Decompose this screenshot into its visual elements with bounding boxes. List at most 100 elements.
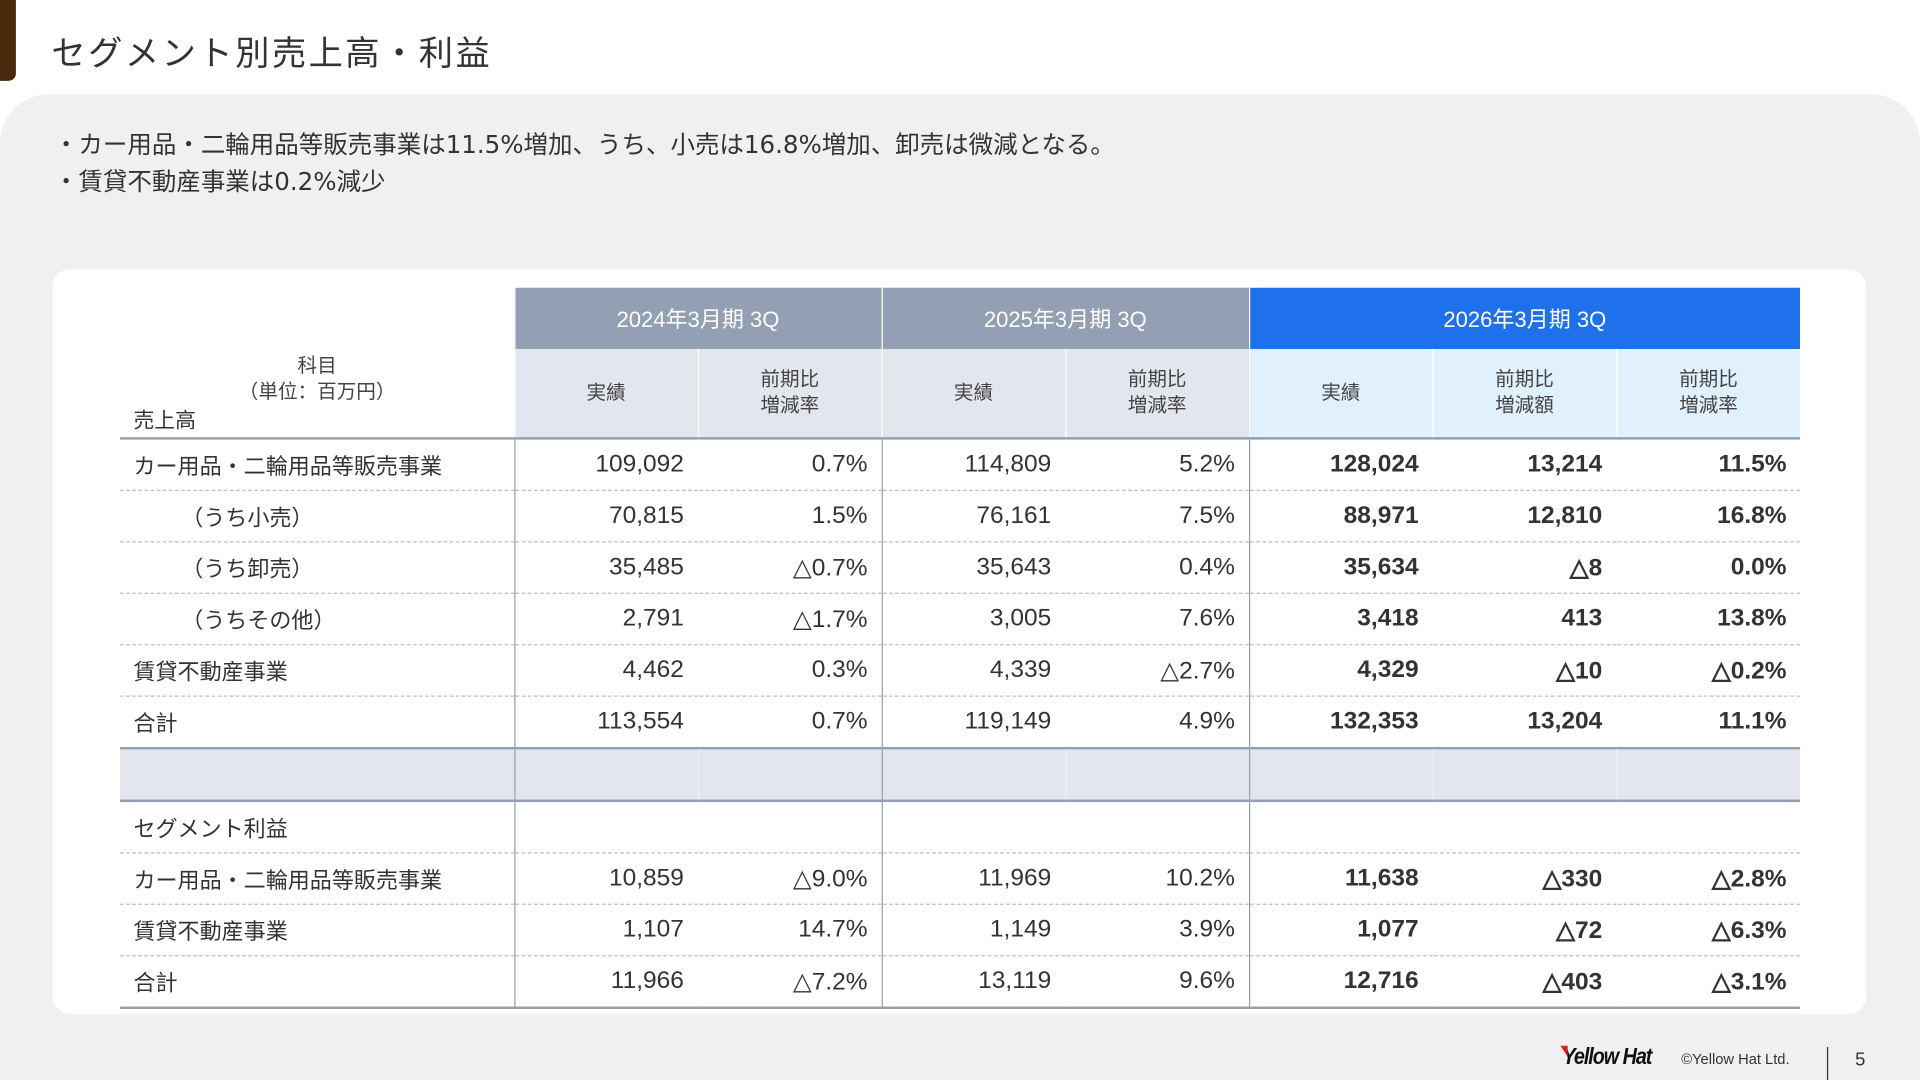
col-header-rate: 前期比 増減率: [1615, 348, 1801, 440]
table-cell: △0.2%: [1615, 644, 1801, 697]
col-header-actual: 実績: [513, 348, 698, 440]
table-row: カー用品・二輪用品等販売事業 109,092 0.7% 114,809 5.2% 128,…: [120, 438, 1801, 492]
footer-divider: [1826, 1046, 1829, 1080]
table-cell: 13,214: [1432, 438, 1617, 492]
row-label: （うちその他）: [120, 593, 515, 646]
table-cell: 11,969: [881, 852, 1066, 905]
empty-cell: [513, 800, 882, 854]
table-cell: 5.2%: [1064, 438, 1249, 492]
table-cell: 35,643: [881, 541, 1066, 594]
table-cell: 14.7%: [697, 904, 882, 957]
row-label: （うち卸売）: [120, 541, 515, 594]
copyright: ©Yellow Hat Ltd.: [1681, 1050, 1790, 1068]
table-cell: 3,005: [881, 593, 1066, 646]
table-cell: △9.0%: [697, 852, 882, 905]
table-cell: △403: [1432, 955, 1617, 1009]
table-cell: 9.6%: [1064, 955, 1249, 1009]
spacer-cell: [120, 748, 515, 803]
col-header-actual: 実績: [881, 348, 1066, 440]
table-cell: 119,149: [881, 696, 1066, 750]
table-cell: 109,092: [513, 438, 698, 492]
spacer-cell: [881, 748, 1066, 803]
table-cell: 88,971: [1248, 490, 1433, 543]
table-cell: △72: [1432, 904, 1617, 957]
col-header-rate: 前期比 増減率: [1064, 348, 1249, 440]
table-cell: 1,149: [881, 904, 1066, 957]
table-row: （うち卸売） 35,485 △0.7% 35,643 0.4% 35,634 △8 0.0%: [120, 541, 1801, 594]
table-cell: △6.3%: [1615, 904, 1801, 957]
spacer-cell: [1248, 748, 1433, 803]
table-cell: 4,462: [513, 644, 698, 697]
period-header: 2025年3月期 3Q: [881, 287, 1249, 349]
table-cell: 16.8%: [1615, 490, 1801, 543]
table-cell: 10.2%: [1064, 852, 1249, 905]
summary-bullets: ・カー用品・二輪用品等販売事業は11.5%増加、うち、小売は16.8%増加、卸売…: [54, 126, 1115, 199]
table-cell: 0.7%: [697, 438, 882, 492]
title-accent-bar: [0, 0, 16, 81]
row-label: カー用品・二輪用品等販売事業: [120, 438, 515, 492]
table-cell: 70,815: [513, 490, 698, 543]
row-label: （うち小売）: [120, 490, 515, 543]
table-cell: 7.6%: [1064, 593, 1249, 646]
table-cell: 0.0%: [1615, 541, 1801, 594]
table-cell: 11,966: [513, 955, 698, 1009]
bullet-item: ・カー用品・二輪用品等販売事業は11.5%増加、うち、小売は16.8%増加、卸売…: [53, 129, 1115, 160]
table-cell: △7.2%: [697, 955, 882, 1009]
page-number: 5: [1855, 1049, 1866, 1071]
spacer-cell: [513, 748, 698, 803]
bullet-item: ・賃貸不動産事業は0.2%減少: [53, 166, 386, 196]
row-label: カー用品・二輪用品等販売事業: [120, 852, 515, 905]
corner-cell: [120, 288, 514, 349]
table-cell: 35,485: [513, 541, 698, 594]
table-cell: 3.9%: [1064, 904, 1249, 957]
empty-cell: [881, 800, 1249, 854]
period-header: 2024年3月期 3Q: [513, 287, 882, 349]
table-row: 合計 113,554 0.7% 119,149 4.9% 132,353 13,204 11.…: [120, 696, 1801, 750]
label-header-unit: （単位：百万円）: [238, 382, 396, 403]
table-cell: △2.8%: [1615, 852, 1801, 905]
table-cell: 413: [1432, 593, 1617, 646]
table-cell: 3,418: [1248, 593, 1433, 646]
label-header-subject: 科目: [297, 356, 337, 378]
table-row: （うちその他） 2,791 △1.7% 3,005 7.6% 3,418 413 13.8%: [120, 593, 1801, 646]
table-cell: 128,024: [1248, 438, 1433, 492]
section-label-sales: 売上高: [133, 408, 196, 433]
table-row: 合計 11,966 △7.2% 13,119 9.6% 12,716 △403 △3.1%: [120, 955, 1801, 1009]
spacer-row: [120, 748, 1801, 803]
table-row: カー用品・二輪用品等販売事業 10,859 △9.0% 11,969 10.2% 11,6…: [120, 852, 1801, 905]
col-header-rate: 前期比 増減率: [697, 348, 882, 440]
row-label: 合計: [120, 696, 515, 750]
row-label: 賃貸不動産事業: [120, 904, 515, 957]
table-row: 賃貸不動産事業 4,462 0.3% 4,339 △2.7% 4,329 △10 △0.2%: [120, 644, 1801, 697]
empty-cell: [1248, 800, 1801, 854]
table-cell: 113,554: [513, 696, 698, 750]
table-cell: 0.4%: [1064, 541, 1249, 594]
spacer-cell: [1064, 748, 1249, 803]
spacer-cell: [1432, 748, 1617, 803]
row-label: 賃貸不動産事業: [120, 644, 515, 697]
table-row: （うち小売） 70,815 1.5% 76,161 7.5% 88,971 12,810 16…: [120, 490, 1801, 543]
period-header-current: 2026年3月期 3Q: [1248, 287, 1801, 349]
table-cell: 1,077: [1248, 904, 1433, 957]
spacer-cell: [1615, 748, 1801, 803]
table-row: 賃貸不動産事業 1,107 14.7% 1,149 3.9% 1,077 △72 △6.3%: [120, 904, 1801, 957]
table-cell: 7.5%: [1064, 490, 1249, 543]
spacer-cell: [697, 748, 882, 803]
section-label-profit: セグメント利益: [120, 800, 515, 854]
table-cell: △8: [1432, 541, 1617, 594]
table-cell: 10,859: [513, 852, 698, 905]
table-cell: △2.7%: [1064, 644, 1249, 697]
yellow-hat-logo: Yellow Hat: [1560, 1044, 1652, 1071]
table-cell: 11,638: [1248, 852, 1433, 905]
table-cell: 12,716: [1248, 955, 1433, 1009]
table-cell: 13.8%: [1615, 593, 1801, 646]
table-cell: 1,107: [513, 904, 698, 957]
table-cell: 0.3%: [697, 644, 882, 697]
table-cell: 13,119: [881, 955, 1066, 1009]
table-cell: 114,809: [881, 438, 1066, 492]
section-row-profit: セグメント利益: [120, 800, 1801, 854]
table-cell: 12,810: [1432, 490, 1617, 543]
table-cell: 11.1%: [1615, 696, 1801, 750]
table-cell: 13,204: [1432, 696, 1617, 750]
